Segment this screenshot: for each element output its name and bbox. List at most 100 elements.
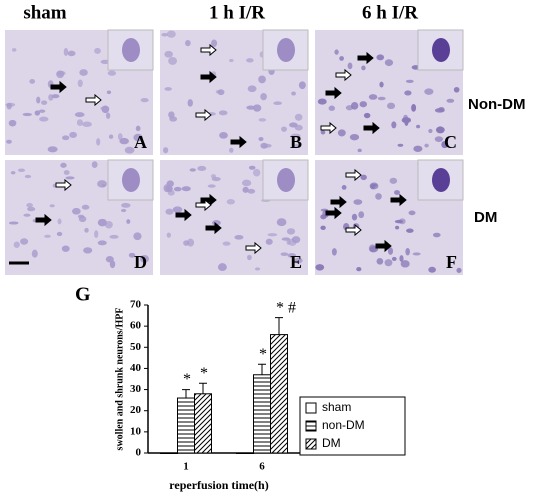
chart-label: G	[75, 284, 91, 306]
cell	[24, 174, 32, 179]
arrow	[245, 241, 262, 255]
cell	[17, 168, 26, 173]
cell	[357, 148, 362, 153]
y-tick-label: 10	[130, 425, 142, 437]
inset-cell	[432, 168, 450, 192]
cell	[217, 263, 227, 271]
arrow	[175, 208, 192, 222]
cell	[399, 255, 404, 262]
cell	[434, 108, 445, 113]
cell	[26, 203, 33, 208]
panel-letter: A	[134, 132, 147, 152]
y-tick-label: 0	[136, 447, 142, 459]
legend-label: sham	[322, 400, 351, 414]
cell	[47, 146, 58, 153]
cell	[121, 202, 131, 208]
cell	[165, 185, 173, 193]
significance: *	[183, 371, 191, 388]
cell	[394, 190, 400, 195]
legend-swatch	[305, 438, 317, 450]
cell	[358, 211, 365, 219]
cell	[29, 79, 36, 84]
cell	[65, 176, 75, 180]
cell	[84, 227, 89, 233]
cell	[97, 180, 107, 188]
cell	[94, 47, 101, 54]
cell	[424, 88, 434, 95]
inset-cell	[277, 38, 295, 62]
cell	[394, 219, 404, 224]
cell	[128, 252, 136, 258]
chart: 0 10 20 30 40 50 60 70 swollen and shrunk neuron…	[114, 299, 406, 492]
panel-letter: E	[290, 252, 302, 272]
cell	[345, 105, 354, 111]
cell	[62, 135, 70, 141]
column-header: 6 h I/R	[362, 2, 418, 23]
cell	[386, 102, 396, 110]
cell	[376, 54, 385, 61]
cell	[106, 90, 112, 95]
arrow	[85, 93, 102, 107]
cell	[331, 248, 337, 256]
cell	[126, 219, 131, 224]
cell	[34, 110, 41, 116]
cell	[173, 186, 182, 192]
cell	[267, 233, 278, 237]
cell	[38, 109, 46, 113]
cell	[69, 131, 78, 139]
arrow	[357, 51, 374, 65]
cell	[384, 259, 393, 267]
cell	[294, 124, 303, 131]
cell	[166, 30, 176, 38]
cell	[119, 137, 129, 145]
cell	[83, 247, 93, 254]
cell	[207, 184, 216, 188]
arrow	[345, 168, 362, 182]
cell	[359, 101, 367, 108]
cell	[320, 225, 326, 230]
cell	[384, 59, 394, 67]
cell	[258, 75, 266, 84]
cell	[172, 206, 183, 213]
arrow	[195, 198, 212, 212]
cell	[441, 141, 449, 149]
cell	[189, 168, 196, 172]
cell	[101, 183, 106, 188]
cell	[185, 40, 191, 47]
cell	[416, 124, 421, 129]
arrow	[363, 121, 380, 135]
cell	[351, 213, 358, 221]
cell	[246, 105, 256, 110]
cell	[456, 267, 462, 273]
cell	[434, 136, 444, 142]
error-bar	[199, 382, 207, 394]
cell	[428, 266, 436, 273]
significance: * #	[276, 299, 296, 316]
cell	[294, 144, 299, 148]
cell	[41, 100, 48, 105]
cell	[391, 121, 397, 129]
cell	[389, 177, 398, 184]
cell	[286, 239, 291, 245]
panel-letter: B	[290, 132, 302, 152]
arrow	[335, 68, 352, 82]
cell	[252, 104, 262, 112]
arrow	[375, 239, 392, 253]
cell	[97, 240, 107, 246]
cell	[260, 142, 268, 149]
cell	[97, 218, 107, 227]
cell	[140, 254, 149, 263]
bar	[253, 374, 271, 454]
cell	[411, 104, 417, 112]
cell	[133, 133, 143, 142]
cell	[78, 215, 87, 223]
cell	[20, 238, 29, 245]
bar	[160, 452, 178, 454]
cell	[353, 199, 363, 205]
arrow	[390, 193, 407, 207]
cell	[412, 252, 421, 256]
cell	[63, 47, 69, 56]
cell	[229, 147, 234, 153]
cell	[166, 232, 172, 238]
